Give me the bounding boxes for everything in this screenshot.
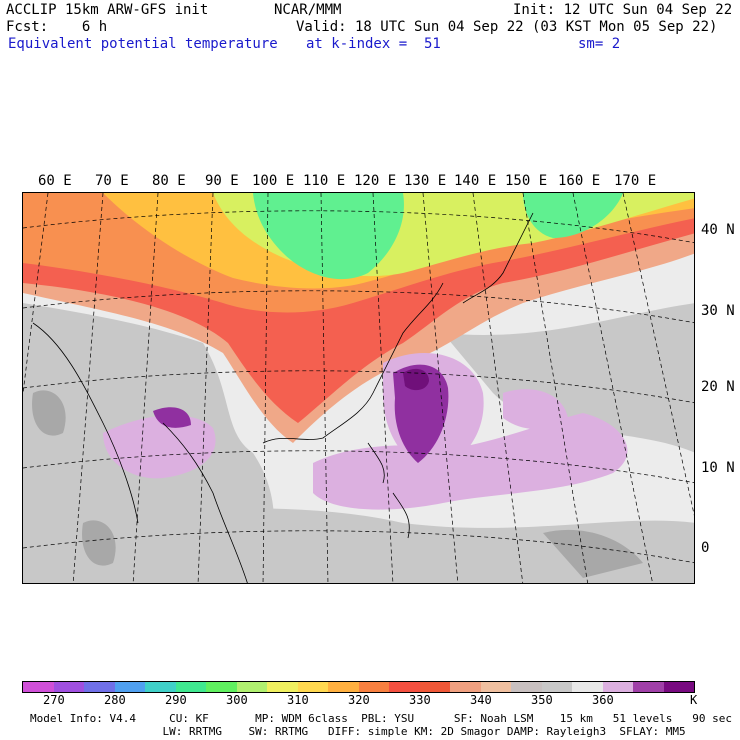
colorbar-tick: 300 xyxy=(226,693,248,707)
colorbar-tick: 280 xyxy=(104,693,126,707)
graticule xyxy=(23,193,694,583)
colorbar-swatch xyxy=(450,682,481,692)
colorbar-tick: 350 xyxy=(531,693,553,707)
lon-label: 120 E xyxy=(354,173,397,189)
init-time: Init: 12 UTC Sun 04 Sep 22 xyxy=(513,2,733,18)
lat-label: 20 N xyxy=(701,379,735,395)
colorbar-tick: 330 xyxy=(409,693,431,707)
model-title: ACCLIP 15km ARW-GFS init xyxy=(6,2,209,18)
smoothing: sm= 2 xyxy=(578,36,621,52)
map-canvas xyxy=(23,193,694,583)
model-info-line1: Model Info: V4.4 CU: KF MP: WDM 6class P… xyxy=(30,712,732,725)
lon-label: 110 E xyxy=(303,173,346,189)
colorbar-swatch xyxy=(84,682,115,692)
colorbar-swatch xyxy=(511,682,542,692)
lon-label: 130 E xyxy=(404,173,447,189)
colorbar-tick: 320 xyxy=(348,693,370,707)
colorbar-swatch xyxy=(602,682,633,692)
lon-label: 150 E xyxy=(505,173,548,189)
colorbar-swatch xyxy=(541,682,572,692)
forecast-hour: Fcst: 6 h xyxy=(6,19,108,35)
green-zone xyxy=(253,193,623,280)
valid-time: Valid: 18 UTC Sun 04 Sep 22 (03 KST Mon … xyxy=(296,19,718,35)
colorbar-swatch xyxy=(23,682,54,692)
colorbar-swatch xyxy=(358,682,389,692)
colorbar-swatch xyxy=(114,682,145,692)
field-name: Equivalent potential temperature xyxy=(8,36,278,52)
lon-label: 90 E xyxy=(205,173,239,189)
colorbar-swatch xyxy=(663,682,694,692)
lilac-zone xyxy=(103,353,628,510)
colorbar-tick: 290 xyxy=(165,693,187,707)
colorbar-tick: 310 xyxy=(287,693,309,707)
colorbar-swatch xyxy=(389,682,420,692)
lat-label: 10 N xyxy=(701,460,735,476)
level-index: at k-index = 51 xyxy=(306,36,441,52)
colorbar-tick: 270 xyxy=(43,693,65,707)
colorbar-tick: 340 xyxy=(470,693,492,707)
colorbar-swatch xyxy=(267,682,298,692)
colorbar-tick: 360 xyxy=(592,693,614,707)
lon-label: 160 E xyxy=(558,173,601,189)
colorbar-swatch xyxy=(175,682,206,692)
colorbar-unit: K xyxy=(690,693,698,707)
lat-label: 0 xyxy=(701,540,710,556)
lon-label: 140 E xyxy=(454,173,497,189)
colorbar-swatch xyxy=(633,682,664,692)
gray-band-east xyxy=(443,303,694,453)
colorbar-swatch xyxy=(206,682,237,692)
colorbar-swatch xyxy=(297,682,328,692)
gray-dark-patches xyxy=(32,390,643,578)
lat-label: 40 N xyxy=(701,222,735,238)
lat-label: 30 N xyxy=(701,303,735,319)
colorbar-swatch xyxy=(480,682,511,692)
center-name: NCAR/MMM xyxy=(274,2,342,18)
colorbar-swatch xyxy=(53,682,84,692)
lon-label: 100 E xyxy=(252,173,295,189)
colorbar-swatch xyxy=(419,682,450,692)
colorbar-swatch xyxy=(236,682,267,692)
coastline xyxy=(32,212,534,583)
lon-label: 170 E xyxy=(614,173,657,189)
colorbar xyxy=(22,681,695,693)
colorbar-swatch xyxy=(572,682,603,692)
lon-label: 70 E xyxy=(95,173,129,189)
lon-label: 80 E xyxy=(152,173,186,189)
colorbar-swatch xyxy=(145,682,176,692)
typhoon-core xyxy=(403,368,429,391)
lon-label: 60 E xyxy=(38,173,72,189)
model-info-line2: LW: RRTMG SW: RRTMG DIFF: simple KM: 2D … xyxy=(30,725,686,738)
theta-e-map xyxy=(22,192,695,584)
colorbar-swatch xyxy=(328,682,359,692)
